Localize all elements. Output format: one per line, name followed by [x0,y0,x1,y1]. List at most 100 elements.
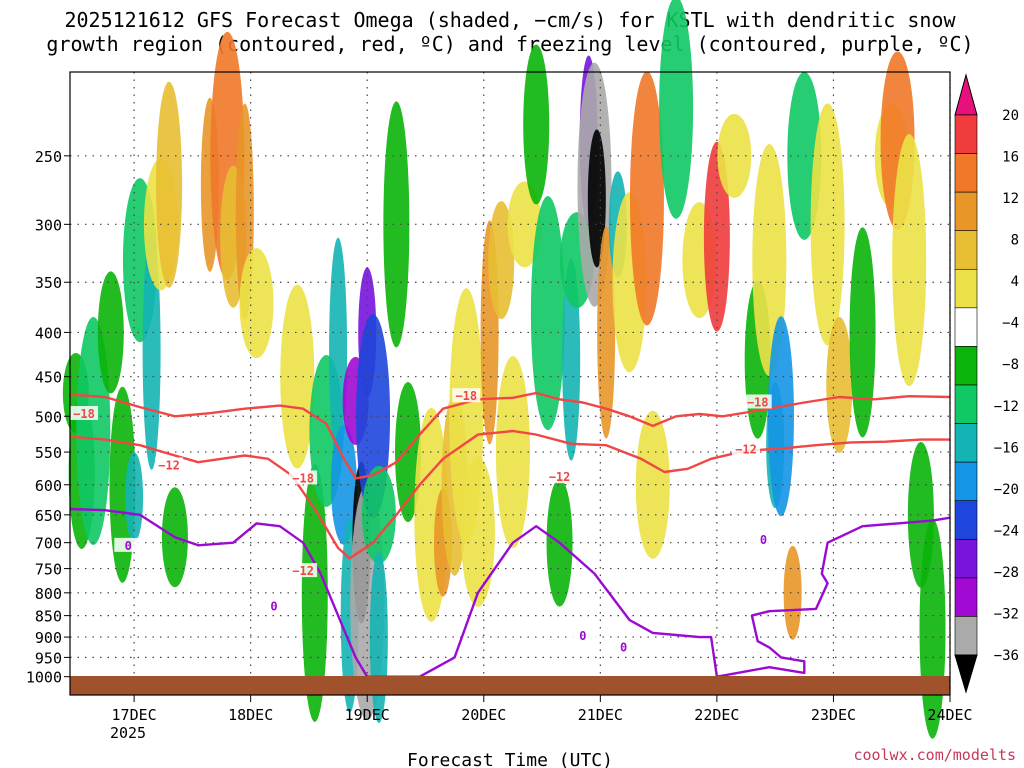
contour-label: −12 [158,458,180,472]
omega-cell [301,463,328,722]
y-tick-label: 300 [35,216,62,234]
terrain-ground [70,676,950,695]
colorbar-swatch [954,230,978,270]
colorbar-swatch [954,114,978,154]
colorbar: 20 16 12 8 4 −4 −8 −12 −16 −20 −24 −28 −32 −36 [954,73,1019,694]
omega-cell [659,0,694,219]
contour-label-bg [545,469,574,484]
colorbar-label: −24 [994,523,1019,539]
y-tick-label: 1000 [26,669,62,687]
colorbar-label: 16 [1002,150,1019,166]
contour-label-bg [69,405,98,420]
colorbar-swatch [954,268,978,309]
colorbar-swatch [954,461,978,502]
contour-line [69,391,951,480]
colorbar-swatch [954,153,978,193]
credit-text: coolwx.com/modelts [853,746,1016,764]
omega-cell [826,316,853,453]
y-tick-label: 550 [35,444,62,462]
omega-cell [156,81,183,288]
omega-cell [597,226,616,439]
x-tick-label: 23DEC [811,706,856,724]
contour-label-bg [289,470,318,485]
x-tick-label: 21DEC [578,706,623,724]
y-tick-label: 950 [35,649,62,667]
omega-cell [523,44,550,205]
omega-cell [383,101,410,348]
omega-cell [330,424,357,545]
y-tick-label: 250 [35,148,62,166]
contour-label: −12 [292,564,314,578]
contour-layer: −18 −12 −18 −12 −18 −12 −18 −12 0 0 0 0 0 [69,388,951,678]
y-tick-label: 350 [35,274,62,292]
omega-cell [752,144,787,377]
contour-label: −18 [455,389,477,403]
y-axis: 250 300 350 400 450 500 550 600 650 700 750 800 850 9… [26,148,70,687]
colorbar-swatch [954,538,978,579]
colorbar-swatch [954,346,978,386]
colorbar-swatch [954,654,978,694]
contour-label-bg [259,598,288,613]
y-tick-label: 450 [35,369,62,387]
colorbar-swatch [954,500,978,540]
omega-cell [97,271,124,394]
omega-cell [125,452,144,543]
contour-label-bg [743,394,772,409]
chart-title-line-2: growth region (contoured, red, ºC) and f… [46,32,973,56]
x-tick-label: 20DEC [461,706,506,724]
y-tick-label: 650 [35,507,62,525]
contour-label: −12 [549,470,571,484]
x-axis: 24DEC 23DEC 22DEC 21DEC 20DEC 19DEC 18DEC 17DEC [112,695,973,724]
omega-cell [562,258,581,461]
y-tick-label: 700 [35,535,62,553]
omega-cell [629,71,664,326]
colorbar-label: −32 [994,606,1019,622]
omega-cell [703,141,730,332]
omega-cell [329,237,348,464]
x-tick-label: 18DEC [228,706,273,724]
contour-label: −18 [292,471,314,485]
y-tick-label: 850 [35,608,62,626]
colorbar-swatch [954,73,978,116]
plot-frame [69,71,951,696]
omega-cell [239,248,274,359]
contour-label-bg [568,628,597,643]
colorbar-label: −4 [1002,316,1019,332]
contour-label-bg [749,531,778,546]
contour-line [69,507,951,678]
contour-label: 0 [270,600,277,614]
contour-label: −18 [73,407,95,421]
y-tick-label: 750 [35,561,62,579]
omega-cell [783,545,802,640]
y-tick-label: 600 [35,477,62,495]
colorbar-label: 20 [1002,108,1019,124]
colorbar-swatch [954,307,978,347]
y-tick-label: 500 [35,408,62,426]
colorbar-label: −16 [994,440,1019,456]
contour-line [69,429,950,560]
y-tick-label: 800 [35,585,62,603]
omega-cell [460,456,495,607]
y-tick-label: 900 [35,629,62,647]
contour-label-bg [452,388,481,403]
plot-area: −18 −12 −18 −12 −18 −12 −18 −12 0 0 0 0 0 [62,0,951,739]
colorbar-swatch [954,616,978,656]
contour-label: 0 [620,640,627,654]
x-tick-label: 24DEC [927,706,972,724]
contour-label-bg [732,441,761,456]
contour-label-bg [155,457,184,472]
omega-cell [530,196,565,431]
x-tick-label: 22DEC [694,706,739,724]
contour-label: 0 [760,533,767,547]
contour-label: 0 [125,539,132,553]
colorbar-label: −12 [994,399,1019,415]
colorbar-label: −28 [994,565,1019,581]
omega-cell [507,181,542,268]
x-tick-label: 19DEC [345,706,390,724]
contour-label-bg [289,563,318,578]
colorbar-label: −36 [994,648,1019,664]
y-tick-label: 400 [35,324,62,342]
colorbar-swatch [954,577,978,617]
colorbar-label: 8 [1011,233,1019,249]
